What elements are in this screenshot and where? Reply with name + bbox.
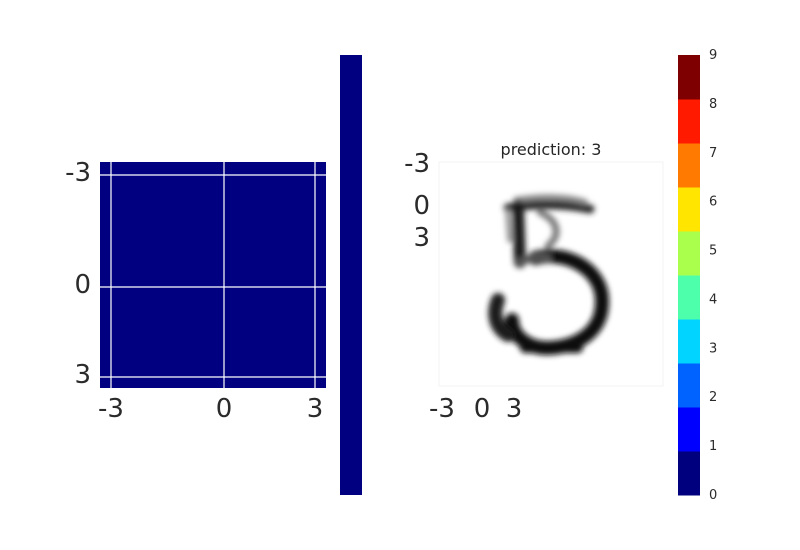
colorbar-segment <box>678 187 700 232</box>
colorbar-tick: 5 <box>709 244 717 259</box>
latent-y-tick: 0 <box>74 270 91 300</box>
latent-y-ticks: -3 0 3 <box>65 158 91 390</box>
digit-image <box>488 194 610 355</box>
colorbar-segment <box>678 407 700 452</box>
latent-colorbar <box>340 55 362 495</box>
colorbar-segment <box>678 143 700 188</box>
colorbar-segment <box>678 275 700 320</box>
digit-strokes <box>488 194 610 355</box>
digit-y-tick: 0 <box>413 191 430 221</box>
colorbar-tick: 0 <box>709 488 717 503</box>
digit-y-ticks: -3 0 3 <box>404 149 430 253</box>
latent-y-tick: -3 <box>65 158 91 188</box>
latent-heatmap-panel: -3 0 3 -3 0 3 <box>65 158 326 424</box>
latent-x-ticks: -3 0 3 <box>98 394 323 424</box>
colorbar-tick: 1 <box>709 439 717 454</box>
latent-y-tick: 3 <box>74 360 91 390</box>
colorbar-segment <box>678 363 700 408</box>
digit-x-ticks: -3 0 3 <box>429 394 522 424</box>
digit-y-tick: -3 <box>404 149 430 179</box>
digit-image-panel: prediction: 3 -3 0 3 -3 0 3 <box>404 140 664 424</box>
latent-x-tick: 3 <box>307 394 324 424</box>
digit-x-tick: 3 <box>506 394 523 424</box>
colorbar-segment <box>678 55 700 100</box>
latent-heatmap-grid <box>100 162 326 388</box>
colorbar-segment <box>678 99 700 144</box>
digit-x-tick: -3 <box>429 394 455 424</box>
class-colorbar <box>678 55 700 496</box>
prediction-title: prediction: 3 <box>501 140 602 159</box>
colorbar-segment <box>678 451 700 496</box>
digit-x-tick: 0 <box>474 394 491 424</box>
latent-x-tick: -3 <box>98 394 124 424</box>
colorbar-tick: 4 <box>709 292 717 307</box>
colorbar-segment <box>678 231 700 276</box>
colorbar-tick: 3 <box>709 341 717 356</box>
colorbar-tick: 6 <box>709 195 717 210</box>
colorbar-tick: 9 <box>709 48 717 63</box>
colorbar-tick: 8 <box>709 97 717 112</box>
digit-y-tick: 3 <box>413 223 430 253</box>
colorbar-tick: 7 <box>709 146 717 161</box>
colorbar-tick: 2 <box>709 390 717 405</box>
colorbar-segment <box>678 319 700 364</box>
class-colorbar-ticks: 0 1 2 3 4 5 6 7 8 9 <box>709 48 717 503</box>
latent-x-tick: 0 <box>216 394 233 424</box>
latent-heatmap <box>100 162 326 388</box>
